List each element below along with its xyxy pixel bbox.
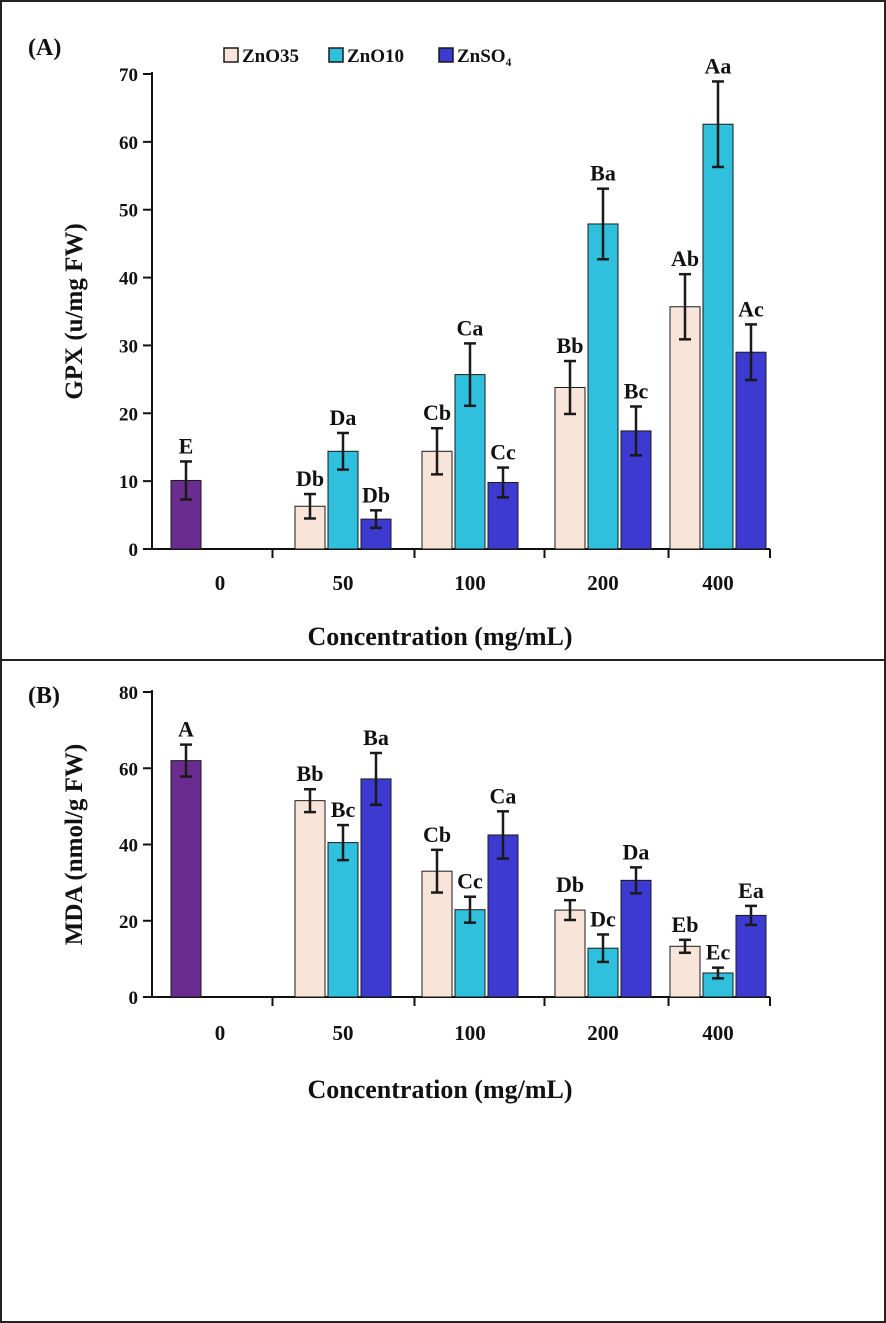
znso4-bar	[735, 914, 767, 998]
y-axis-title: GPX (u/mg FW)	[61, 223, 88, 399]
control-bar	[170, 479, 202, 550]
zno10-bar	[327, 842, 359, 998]
significance-label: Dc	[590, 906, 616, 931]
tick-label-200: 200	[587, 571, 619, 595]
significance-label: Db	[296, 466, 324, 491]
significance-label: Ec	[706, 940, 731, 965]
tick-label-400: 400	[702, 571, 734, 595]
zno10-bar	[587, 223, 619, 550]
significance-label: Ca	[457, 315, 484, 340]
znso4-bar	[487, 834, 519, 998]
control-bar	[170, 760, 202, 998]
significance-label: Da	[623, 839, 650, 864]
legend-swatch-zno10	[328, 47, 344, 63]
y-tick-label: 40	[119, 269, 138, 290]
y-tick-label: 20	[119, 404, 138, 425]
significance-label: Cb	[423, 822, 451, 847]
y-tick-label: 20	[119, 912, 138, 933]
significance-label: Ca	[490, 783, 517, 808]
significance-label: Bc	[624, 379, 649, 404]
y-tick-label: 30	[119, 336, 138, 357]
tick-label-400: 400	[702, 1021, 734, 1045]
tick-label-50: 50	[333, 571, 354, 595]
y-tick-label: 70	[119, 65, 138, 86]
tick-label-100: 100	[454, 1021, 486, 1045]
significance-label: E	[179, 433, 194, 458]
zno35-bar	[669, 306, 701, 550]
tick-label-50: 50	[333, 1021, 354, 1045]
y-tick-label: 60	[119, 133, 138, 154]
tick-label-200: 200	[587, 1021, 619, 1045]
y-tick-label: 10	[119, 472, 138, 493]
significance-label: Cc	[457, 869, 483, 894]
y-tick-label: 0	[129, 540, 139, 561]
znso4-bar	[360, 778, 392, 998]
gpx-chart: 0 10 20 30 40 50 60 70 0 50 100 200 400 Concentration…	[61, 46, 771, 651]
significance-label: Ba	[590, 161, 616, 186]
significance-label: Ba	[363, 725, 389, 750]
znso4-bar	[620, 879, 652, 998]
significance-label: Bb	[557, 333, 584, 358]
legend-label-zno10: ZnO10	[347, 46, 404, 67]
y-tick-label: 60	[119, 759, 138, 780]
x-axis-title: Concentration (mg/mL)	[307, 1075, 572, 1104]
significance-label: Ea	[738, 878, 764, 903]
significance-label: Db	[556, 872, 584, 897]
zno35-bar	[669, 945, 701, 998]
significance-label: Db	[362, 482, 390, 507]
legend-swatch-znso4	[438, 47, 454, 63]
legend-swatch-zno35	[223, 47, 239, 63]
significance-label: Bc	[331, 797, 356, 822]
significance-label: Cb	[423, 400, 451, 425]
mda-chart: 0 20 40 60 80 0 50 100 200 400 Concentration (mg/m…	[61, 683, 771, 1104]
legend-label-zno35: ZnO35	[242, 46, 299, 67]
significance-label: Bb	[297, 761, 324, 786]
legend-label-znso4: ZnSO₄	[457, 46, 512, 67]
tick-label-0: 0	[215, 571, 226, 595]
znso4-bar	[735, 351, 767, 550]
y-tick-label: 50	[119, 201, 138, 222]
zno10-bar	[702, 123, 734, 550]
y-tick-label: 0	[129, 988, 139, 1009]
significance-label: Ac	[738, 296, 764, 321]
significance-label: Eb	[672, 912, 699, 937]
y-axis-title: MDA (nmol/g FW)	[61, 744, 88, 945]
panel-a-label: (A)	[28, 35, 61, 61]
y-tick-label: 80	[119, 683, 138, 704]
zno35-bar	[554, 909, 586, 998]
significance-label: Ab	[671, 246, 699, 271]
significance-label: Cc	[490, 440, 516, 465]
x-axis-title: Concentration (mg/mL)	[307, 622, 572, 651]
zno35-bar	[294, 800, 326, 998]
y-tick-label: 40	[119, 836, 138, 857]
panel-b-label: (B)	[28, 683, 60, 709]
significance-label: Aa	[705, 53, 732, 78]
legend: ZnO35 ZnO10 ZnSO₄	[223, 46, 512, 67]
tick-label-100: 100	[454, 571, 486, 595]
significance-label: Da	[330, 405, 357, 430]
tick-label-0: 0	[215, 1021, 226, 1045]
significance-label: A	[178, 717, 194, 742]
